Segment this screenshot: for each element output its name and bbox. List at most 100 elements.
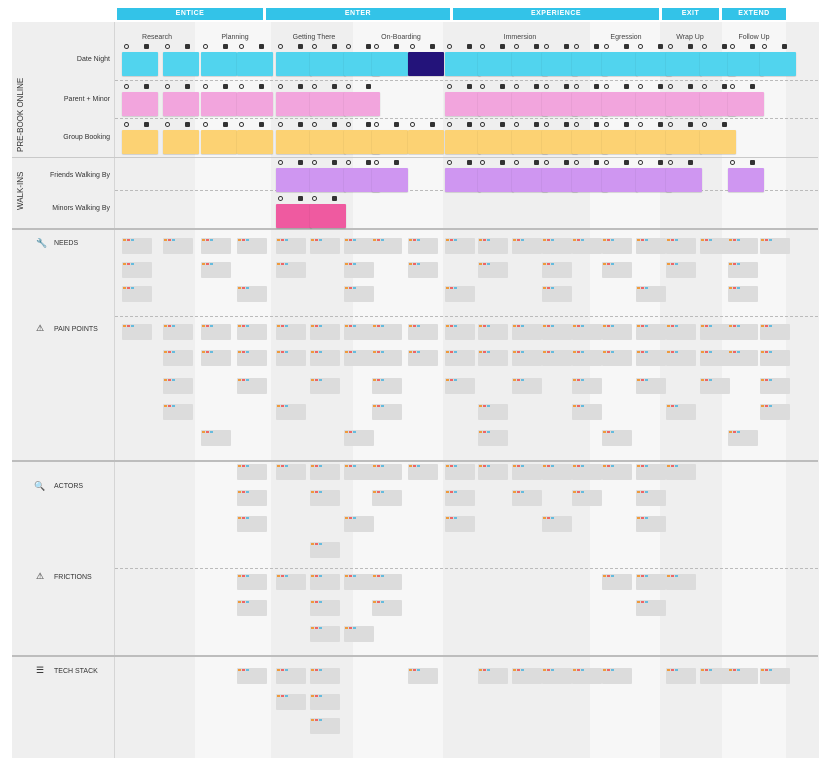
sticky-note <box>478 168 514 192</box>
device-icon <box>259 44 264 49</box>
persona-icon <box>480 160 485 165</box>
note-card <box>344 324 374 340</box>
sticky-note <box>602 92 638 116</box>
sticky-note <box>201 52 237 76</box>
persona-icon <box>165 44 170 49</box>
note-card <box>602 668 632 684</box>
device-icon <box>185 84 190 89</box>
note-card <box>372 464 402 480</box>
device-icon <box>594 84 599 89</box>
persona-icon <box>762 44 767 49</box>
persona-icon <box>730 84 735 89</box>
sticky-note <box>372 168 408 192</box>
note-card <box>512 464 542 480</box>
persona-icon <box>544 84 549 89</box>
note-card <box>310 490 340 506</box>
note-card <box>602 574 632 590</box>
sticky-note <box>478 92 514 116</box>
note-card <box>201 350 231 366</box>
device-icon <box>688 160 693 165</box>
sticky-note <box>666 52 702 76</box>
stage-planning: Planning <box>221 34 249 41</box>
persona-icon <box>544 122 549 127</box>
device-icon <box>366 122 371 127</box>
note-card <box>344 574 374 590</box>
note-card <box>542 262 572 278</box>
persona-icon <box>544 44 549 49</box>
note-card <box>636 464 666 480</box>
persona-icon <box>124 122 129 127</box>
note-card <box>636 600 666 616</box>
note-card <box>478 464 508 480</box>
device-icon <box>500 84 505 89</box>
note-card <box>666 324 696 340</box>
sticky-note <box>445 52 481 76</box>
note-card <box>760 350 790 366</box>
sticky-note <box>602 52 638 76</box>
device-icon <box>534 44 539 49</box>
note-card <box>572 378 602 394</box>
persona-icon <box>574 122 579 127</box>
device-icon <box>467 122 472 127</box>
phase-exit: EXIT <box>662 8 719 20</box>
stage-research: Research <box>142 34 172 41</box>
device-icon <box>467 160 472 165</box>
persona-icon <box>447 84 452 89</box>
note-card <box>478 238 508 254</box>
note-card <box>445 490 475 506</box>
section-frictions: FRICTIONS <box>54 574 92 581</box>
persona-icon <box>638 122 643 127</box>
persona-icon <box>668 44 673 49</box>
stage-on-boarding: On-Boarding <box>381 34 421 41</box>
layers-icon: ☰ <box>36 665 45 675</box>
sticky-note <box>408 130 444 154</box>
persona-icon <box>346 160 351 165</box>
note-card <box>276 464 306 480</box>
persona-icon <box>702 122 707 127</box>
note-card <box>542 350 572 366</box>
note-card <box>666 668 696 684</box>
persona-icon <box>124 84 129 89</box>
row-divider <box>115 118 818 119</box>
note-card <box>728 668 758 684</box>
device-icon <box>144 122 149 127</box>
persona-icon <box>480 122 485 127</box>
note-card <box>344 430 374 446</box>
persona-icon <box>124 44 129 49</box>
phase-enter: ENTER <box>266 8 450 20</box>
device-icon <box>594 44 599 49</box>
note-card <box>310 694 340 710</box>
device-icon <box>688 84 693 89</box>
persona-icon <box>278 160 283 165</box>
sticky-note <box>728 92 764 116</box>
persona-icon <box>278 44 283 49</box>
note-card <box>728 324 758 340</box>
note-card <box>700 668 730 684</box>
device-icon <box>534 122 539 127</box>
persona-parent-minor: Parent + Minor <box>63 96 110 103</box>
device-icon <box>534 84 539 89</box>
note-card <box>602 324 632 340</box>
device-icon <box>332 160 337 165</box>
stage-immersion: Immersion <box>503 34 537 41</box>
note-card <box>122 324 152 340</box>
note-card <box>542 516 572 532</box>
note-card <box>237 464 267 480</box>
persona-icon <box>447 44 452 49</box>
note-card <box>542 286 572 302</box>
note-card <box>602 430 632 446</box>
note-card <box>700 350 730 366</box>
sticky-note <box>760 52 796 76</box>
device-icon <box>564 44 569 49</box>
persona-icon <box>604 160 609 165</box>
sticky-note <box>276 204 312 228</box>
note-card <box>201 324 231 340</box>
sticky-note <box>728 168 764 192</box>
sticky-note <box>344 92 380 116</box>
note-card <box>700 378 730 394</box>
note-card <box>636 516 666 532</box>
note-card <box>760 324 790 340</box>
persona-icon <box>702 84 707 89</box>
group-divider <box>12 157 818 158</box>
note-card <box>201 238 231 254</box>
